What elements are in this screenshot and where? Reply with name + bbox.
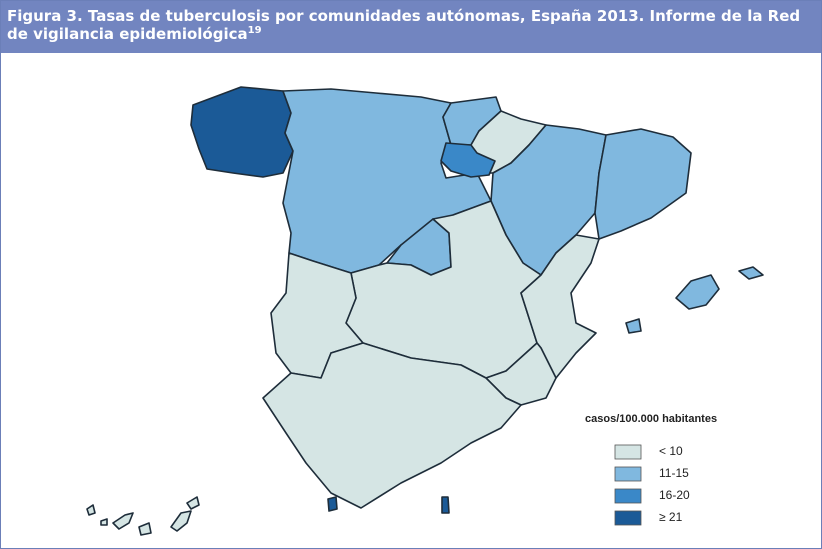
- reference: 19: [247, 25, 262, 36]
- region: [738, 266, 764, 280]
- legend-swatch: [614, 488, 642, 504]
- figure-title: Figura 3. Tasas de tuberculosis por comu…: [1, 1, 821, 53]
- legend-swatch: [614, 510, 642, 526]
- region: [594, 128, 692, 240]
- title-text: Figura 3. Tasas de tuberculosis por comu…: [7, 7, 801, 43]
- map: casos/100.000 habitantes < 10 11-15 16-20 ≥…: [86, 86, 764, 536]
- legend-swatch: [614, 444, 642, 460]
- legend-label: < 10: [659, 444, 683, 458]
- legend: < 10 11-15 16-20 ≥ 21: [614, 444, 690, 526]
- region: [190, 86, 294, 178]
- legend-label: 16-20: [659, 488, 690, 502]
- legend-swatch: [614, 466, 642, 482]
- legend-label: ≥ 21: [659, 510, 683, 524]
- region: [100, 518, 108, 526]
- region: [186, 496, 200, 510]
- legend-title: casos/100.000 habitantes: [585, 413, 717, 425]
- region: [675, 274, 720, 310]
- region: [440, 142, 496, 178]
- legend-label: 11-15: [659, 466, 689, 480]
- region: [112, 512, 134, 530]
- region: [170, 510, 192, 532]
- region: [441, 496, 450, 514]
- region: [327, 496, 338, 512]
- region: [138, 522, 152, 536]
- region: [625, 318, 642, 334]
- region: [86, 504, 96, 516]
- region: [262, 342, 522, 509]
- regions: [86, 86, 764, 536]
